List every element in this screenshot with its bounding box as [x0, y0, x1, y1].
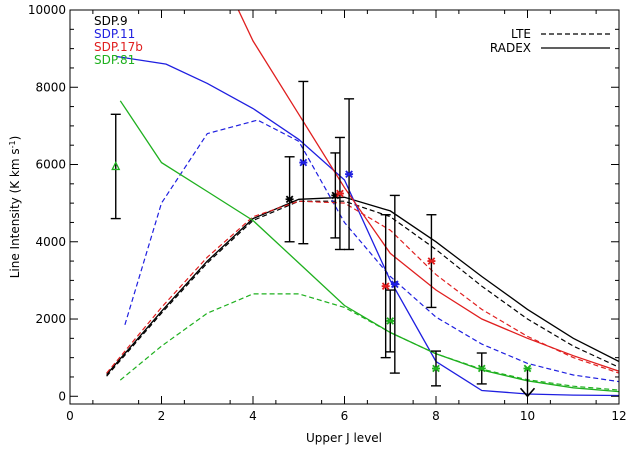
error-bars: [110, 80, 536, 398]
lte-curve-3: [106, 200, 619, 374]
y-tick-label: 6000: [35, 158, 66, 172]
y-tick-label: 10000: [28, 3, 66, 17]
radex-curve-4: [119, 100, 619, 393]
data-marker: [390, 280, 399, 289]
x-tick-label: 12: [611, 409, 626, 423]
legend-source-label: SDP.17b: [94, 40, 143, 54]
data-marker: [381, 282, 390, 291]
y-tick-label: 2000: [35, 312, 66, 326]
legend-source-label: SDP.11: [94, 27, 135, 41]
x-tick-label: 0: [66, 409, 74, 423]
lte-curve-1: [106, 200, 619, 377]
x-tick-label: 2: [158, 409, 166, 423]
x-axis-label: Upper J level: [306, 431, 382, 445]
data-marker: [386, 317, 395, 325]
data-marker: [285, 195, 294, 204]
data-marker: [432, 364, 440, 373]
y-axis-label: Line Intensity (K km s-1): [8, 136, 23, 279]
legend-model-label: RADEX: [490, 41, 531, 55]
y-tick-label: 0: [58, 389, 66, 403]
x-tick-label: 4: [249, 409, 257, 423]
data-marker: [299, 158, 308, 167]
y-axis-label-sup: -1: [8, 140, 17, 148]
data-marker: [335, 189, 344, 198]
data-marker: [523, 364, 532, 373]
legend-source-label: SDP.9: [94, 14, 128, 28]
lte-curve-2: [124, 119, 619, 383]
data-marker: [477, 364, 486, 373]
radex-curve-1: [106, 196, 619, 376]
y-tick-label: 8000: [35, 80, 66, 94]
axes: 0 2 4 6 8 10 12 0 2000 4000 6000 8000 10000: [28, 3, 626, 423]
radex-curve-3: [237, 10, 619, 372]
data-markers: [111, 158, 532, 373]
radex-curve-2: [115, 55, 619, 397]
data-marker: [345, 170, 354, 179]
y-axis-label-close: ): [8, 136, 22, 141]
x-tick-label: 8: [432, 409, 440, 423]
data-marker: [111, 160, 121, 171]
x-tick-label: 10: [520, 409, 535, 423]
y-axis-label-main: Line Intensity (K km s: [8, 148, 22, 278]
data-marker: [427, 257, 436, 265]
model-curves: [106, 10, 619, 397]
legend-source-label: SDP.81: [94, 53, 135, 67]
x-tick-label: 6: [341, 409, 349, 423]
plot-frame: [69, 9, 620, 405]
legend-model-label: LTE: [511, 27, 531, 41]
lte-curve-4: [119, 293, 619, 391]
y-tick-label: 4000: [35, 235, 66, 249]
